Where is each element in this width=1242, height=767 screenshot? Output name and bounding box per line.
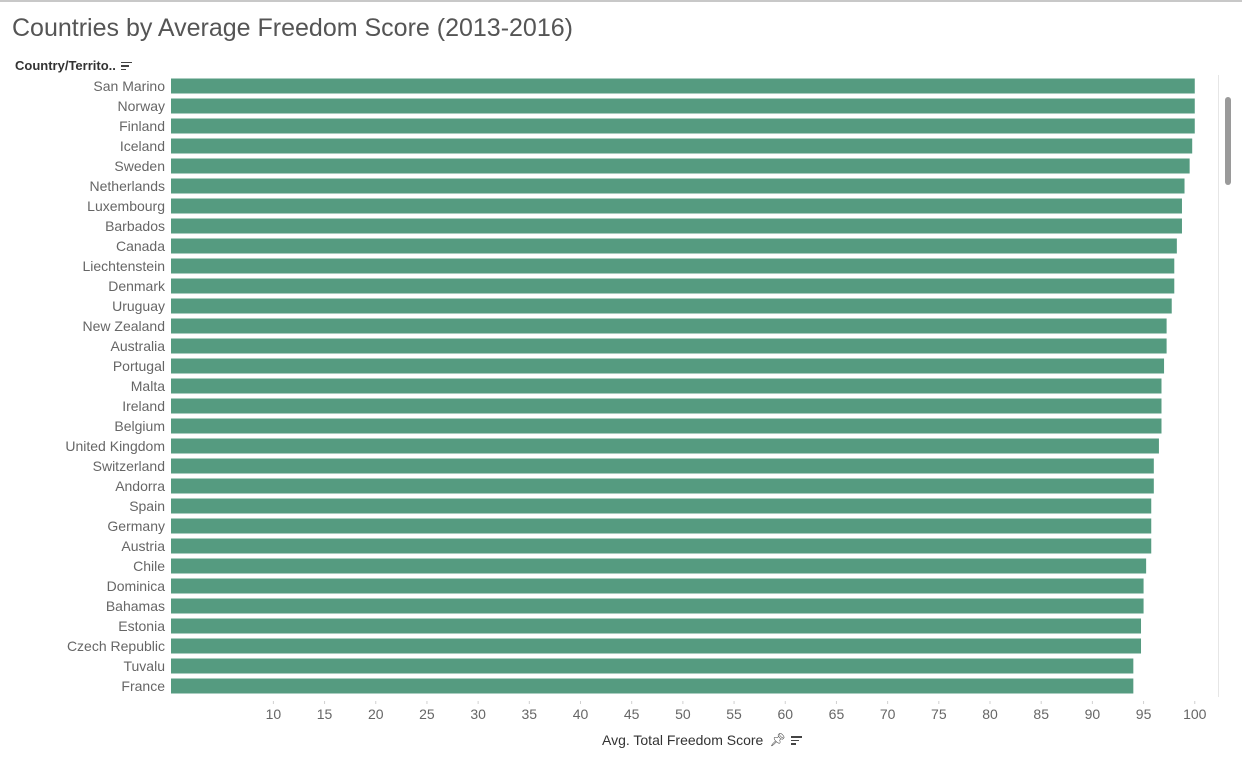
bar-barbados[interactable] [171,218,1182,234]
category-label[interactable]: United Kingdom [65,438,165,454]
x-tick-label: 60 [777,706,793,722]
bar-uruguay[interactable] [171,298,1172,314]
category-label[interactable]: Sweden [114,158,165,174]
x-tick-label: 35 [522,706,538,722]
bar-canada[interactable] [171,238,1177,254]
bar-bahamas[interactable] [171,598,1144,614]
category-label[interactable]: Switzerland [93,458,165,474]
bar-liechtenstein[interactable] [171,258,1175,274]
category-label[interactable]: Austria [121,538,165,554]
category-label[interactable]: Malta [131,378,165,394]
category-label[interactable]: Czech Republic [67,638,165,654]
x-tick-label: 30 [470,706,486,722]
category-label[interactable]: Canada [116,238,165,254]
bar-denmark[interactable] [171,278,1175,294]
category-label[interactable]: Bahamas [106,598,165,614]
x-axis-title[interactable]: Avg. Total Freedom Score 📌︎ [602,732,803,748]
category-label[interactable]: Finland [119,118,165,134]
x-tick-label: 90 [1085,706,1101,722]
x-tick-label: 70 [880,706,896,722]
x-tick-label: 80 [982,706,998,722]
category-label[interactable]: Germany [107,518,165,534]
x-tick-label: 65 [829,706,845,722]
sort-icon[interactable] [120,61,133,71]
category-label[interactable]: San Marino [93,78,165,94]
bar-estonia[interactable] [171,618,1142,634]
bar-tuvalu[interactable] [171,658,1134,674]
bar-iceland[interactable] [171,138,1193,154]
category-label[interactable]: Dominica [107,578,166,594]
x-tick-label: 95 [1136,706,1152,722]
category-label[interactable]: Luxembourg [87,198,165,214]
x-tick-label: 55 [726,706,742,722]
page-title: Countries by Average Freedom Score (2013… [12,14,573,42]
category-label[interactable]: Belgium [114,418,165,434]
category-label[interactable]: New Zealand [83,318,166,334]
category-label[interactable]: Australia [111,338,166,354]
category-label[interactable]: Iceland [120,138,165,154]
x-tick-label: 45 [624,706,640,722]
category-label[interactable]: France [121,678,165,694]
category-label[interactable]: Andorra [115,478,165,494]
bar-united-kingdom[interactable] [171,438,1159,454]
bar-switzerland[interactable] [171,458,1154,474]
sort-icon[interactable] [790,735,803,745]
bar-sweden[interactable] [171,158,1190,174]
x-tick-label: 25 [419,706,435,722]
category-label[interactable]: Barbados [105,218,165,234]
scrollbar-thumb[interactable] [1225,97,1231,185]
x-tick-label: 20 [368,706,384,722]
pin-icon[interactable]: 📌︎ [769,732,786,747]
bar-finland[interactable] [171,118,1195,134]
bar-andorra[interactable] [171,478,1154,494]
x-tick-label: 100 [1183,706,1207,722]
category-label[interactable]: Ireland [122,398,165,414]
scrollbar-track[interactable] [1218,75,1237,697]
bar-dominica[interactable] [171,578,1144,594]
category-label[interactable]: Uruguay [112,298,165,314]
bar-malta[interactable] [171,378,1162,394]
bar-ireland[interactable] [171,398,1162,414]
bar-norway[interactable] [171,98,1195,114]
category-label[interactable]: Tuvalu [123,658,165,674]
bar-spain[interactable] [171,498,1152,514]
bar-austria[interactable] [171,538,1152,554]
category-label[interactable]: Netherlands [90,178,166,194]
x-tick-label: 85 [1033,706,1049,722]
bar-czech-republic[interactable] [171,638,1142,654]
bar-luxembourg[interactable] [171,198,1182,214]
x-tick-label: 50 [675,706,691,722]
category-label[interactable]: Norway [118,98,165,114]
category-label[interactable]: Estonia [118,618,165,634]
category-label[interactable]: Liechtenstein [82,258,165,274]
bar-san-marino[interactable] [171,78,1195,94]
x-tick-label: 10 [266,706,282,722]
top-divider [0,0,1242,2]
x-axis-title-label: Avg. Total Freedom Score [602,732,764,748]
bar-chile[interactable] [171,558,1147,574]
category-label[interactable]: Denmark [108,278,166,294]
category-label[interactable]: Chile [133,558,165,574]
bar-new-zealand[interactable] [171,318,1167,334]
bar-portugal[interactable] [171,358,1165,374]
category-label[interactable]: Spain [129,498,165,514]
row-header-label: Country/Territo.. [15,58,116,73]
row-header-country[interactable]: Country/Territo.. [15,58,133,73]
bar-belgium[interactable] [171,418,1162,434]
x-tick-label: 15 [317,706,333,722]
category-label[interactable]: Portugal [113,358,165,374]
bar-france[interactable] [171,678,1134,694]
bar-germany[interactable] [171,518,1152,534]
x-tick-label: 75 [931,706,947,722]
bar-netherlands[interactable] [171,178,1185,194]
x-tick-label: 40 [573,706,589,722]
bar-australia[interactable] [171,338,1167,354]
